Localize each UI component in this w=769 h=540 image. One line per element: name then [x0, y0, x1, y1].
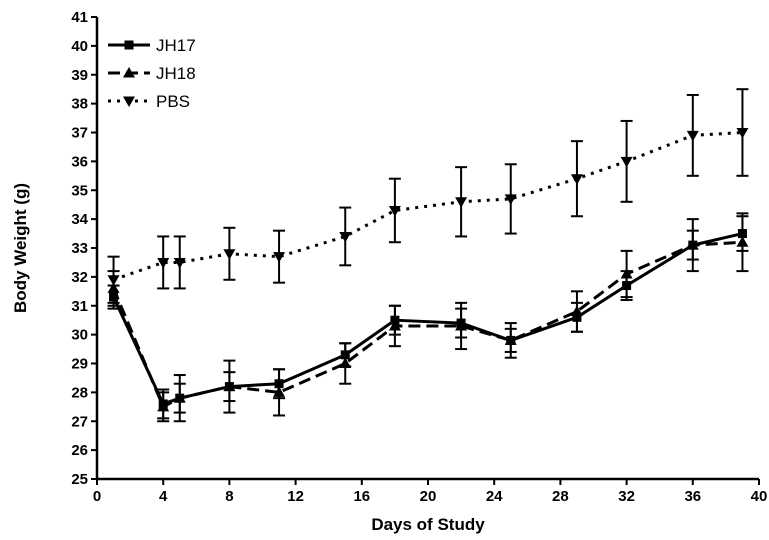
y-tick-label: 29: [71, 356, 88, 373]
data-point-pbs: [107, 275, 120, 286]
legend-label-pbs: PBS: [156, 92, 190, 111]
data-point-jh18: [736, 236, 749, 247]
legend-item-pbs: PBS: [108, 92, 190, 111]
x-tick-label: 28: [552, 488, 569, 505]
legend-marker-jh18: [123, 67, 135, 78]
y-tick-label: 32: [71, 269, 88, 286]
legend-marker-shape-pbs: [123, 96, 135, 107]
data-point-pbs: [388, 205, 401, 217]
y-axis-ticks: 25 26 27 28 29 30 31 32 33 34 35 36 37 38 39 40 41: [71, 9, 97, 488]
y-tick-label: 30: [71, 327, 88, 344]
data-point-pbs: [223, 249, 236, 260]
data-point-jh18: [455, 319, 468, 331]
data-point-pbs: [570, 174, 583, 185]
series-jh18: [107, 212, 749, 423]
series-line-jh17: [112, 232, 743, 406]
series-line-pbs: [113, 131, 743, 282]
y-tick-label: 36: [71, 153, 88, 170]
y-tick-label: 39: [71, 67, 88, 84]
y-tick-label: 26: [71, 442, 88, 459]
y-axis-title: Body Weight (g): [11, 183, 30, 313]
y-tick-label: 34: [71, 211, 88, 228]
x-tick-label: 36: [684, 488, 701, 505]
data-point-pbs: [686, 130, 699, 142]
data-point-jh18: [273, 386, 286, 397]
y-tick-label: 37: [71, 125, 88, 142]
y-tick-label: 41: [71, 9, 88, 26]
y-tick-label: 27: [71, 413, 88, 430]
data-point-pbs: [620, 156, 633, 168]
data-point-jh18: [686, 239, 699, 250]
x-axis-title: Days of Study: [371, 515, 485, 534]
y-tick-label: 35: [71, 182, 88, 199]
data-point-jh18: [570, 305, 583, 317]
data-point-pbs: [504, 194, 517, 205]
data-point-jh18: [620, 267, 633, 279]
x-tick-label: 4: [159, 488, 168, 505]
data-point-jh18: [173, 392, 186, 403]
legend-marker-shape-jh18: [123, 67, 135, 78]
x-tick-label: 0: [93, 488, 101, 505]
data-point-pbs: [157, 257, 170, 269]
y-tick-label: 40: [71, 38, 88, 55]
series-layer: [107, 88, 749, 423]
series-line-jh18: [112, 240, 743, 409]
legend-marker-shape-jh17: [124, 40, 134, 50]
data-point-jh18: [504, 334, 517, 345]
x-tick-label: 8: [225, 488, 233, 505]
legend-marker-pbs: [123, 96, 135, 107]
data-point-pbs: [455, 197, 468, 208]
y-tick-label: 33: [71, 240, 88, 257]
y-tick-label: 25: [71, 471, 88, 488]
data-point-jh18: [157, 400, 170, 412]
data-point-jh18: [223, 380, 236, 392]
y-tick-label: 28: [71, 384, 88, 401]
x-tick-label: 32: [618, 488, 635, 505]
x-axis-ticks: 0 4 8 12 16 20 24 28 32 36 40: [93, 479, 768, 505]
legend-item-jh18: JH18: [108, 64, 196, 83]
data-point-pbs: [273, 252, 286, 263]
data-point-pbs: [736, 128, 749, 139]
data-point-pbs: [339, 231, 352, 243]
legend-label-jh17: JH17: [156, 36, 196, 55]
series-jh17: [107, 215, 749, 420]
x-tick-label: 20: [420, 488, 437, 505]
data-point-pbs: [173, 257, 186, 269]
series-pbs: [107, 88, 749, 304]
data-point-jh18: [339, 357, 352, 368]
x-tick-label: 16: [353, 488, 370, 505]
legend-label-jh18: JH18: [156, 64, 196, 83]
y-tick-label: 38: [71, 96, 88, 113]
legend-item-jh17: JH17: [108, 36, 196, 55]
x-tick-label: 40: [751, 488, 768, 505]
x-tick-label: 24: [486, 488, 503, 505]
y-tick-label: 31: [71, 298, 88, 315]
legend-marker-jh17: [124, 40, 134, 50]
data-point-jh18: [388, 319, 401, 331]
legend: JH17 JH18 PBS: [108, 36, 196, 111]
x-tick-label: 12: [287, 488, 304, 505]
